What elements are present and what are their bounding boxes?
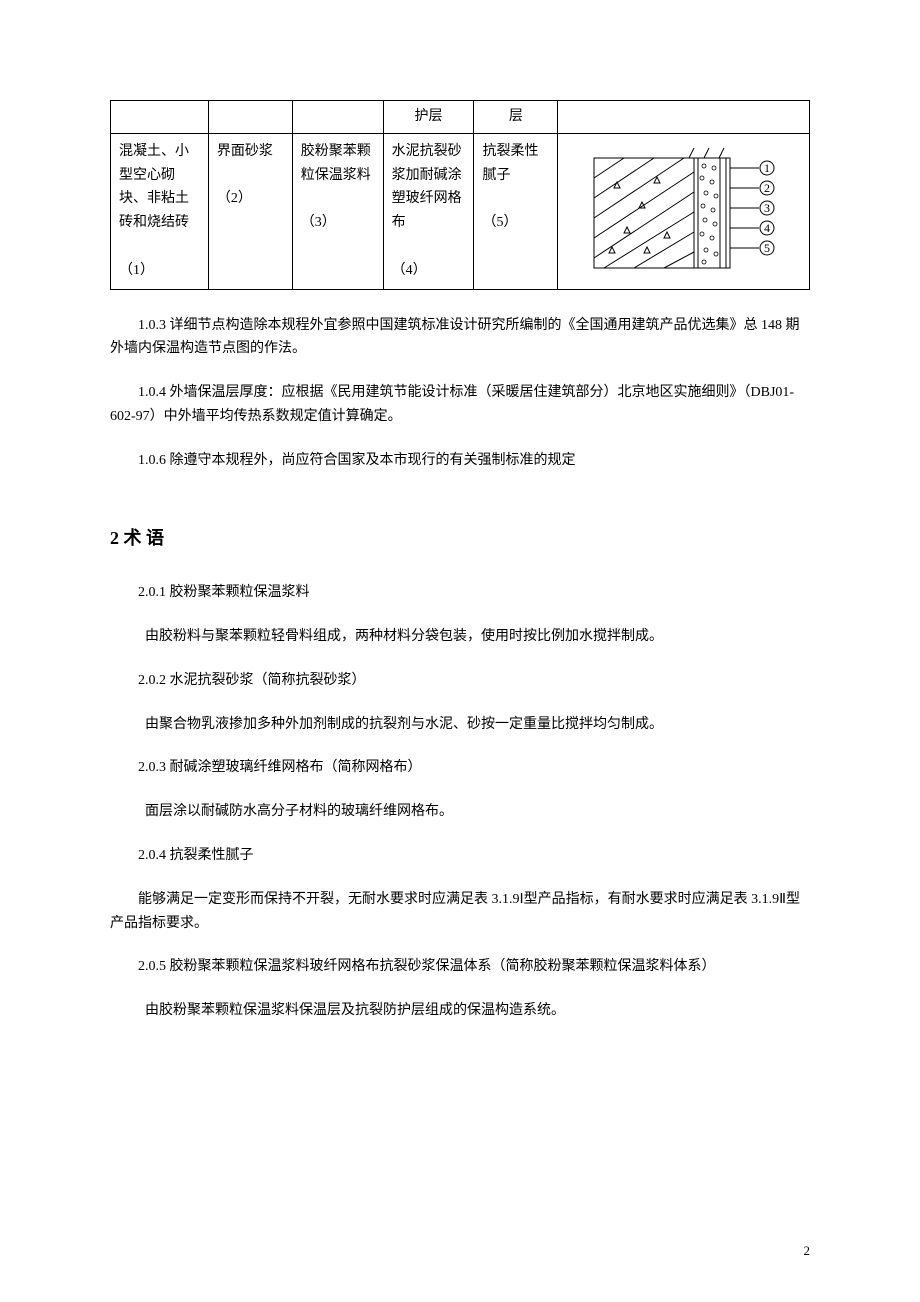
term-2-0-5-desc: 由胶粉聚苯颗粒保温浆料保温层及抗裂防护层组成的保温构造系统。 xyxy=(110,999,810,1023)
term-2-0-4-heading: 2.0.4 抗裂柔性腻子 xyxy=(110,844,810,868)
svg-text:5: 5 xyxy=(764,241,770,255)
term-2-0-3-desc: 面层涂以耐碱防水高分子材料的玻璃纤维网格布。 xyxy=(110,800,810,824)
svg-text:3: 3 xyxy=(764,201,770,215)
cell-flexible-putty: 抗裂柔性腻子 （5） xyxy=(474,133,558,289)
svg-text:4: 4 xyxy=(764,221,770,235)
paragraph-1-0-4: 1.0.4 外墙保温层厚度：应根据《民用建筑节能设计标准（采暖居住建筑部分）北京… xyxy=(110,381,810,429)
svg-text:2: 2 xyxy=(764,181,770,195)
table-header-row: 护层 层 xyxy=(111,101,810,134)
term-2-0-2-heading: 2.0.2 水泥抗裂砂浆（简称抗裂砂浆） xyxy=(110,669,810,693)
cell-base-wall: 混凝土、小型空心砌块、非粘土砖和烧结砖 （1） xyxy=(111,133,209,289)
paragraph-1-0-6: 1.0.6 除遵守本规程外，尚应符合国家及本市现行的有关强制标准的规定 xyxy=(110,449,810,473)
section-2-title: 2 术 语 xyxy=(110,523,810,554)
header-col4: 护层 xyxy=(383,101,474,134)
term-2-0-5-heading: 2.0.5 胶粉聚苯颗粒保温浆料玻纤网格布抗裂砂浆保温体系（简称胶粉聚苯颗粒保温… xyxy=(110,955,810,979)
cell-interface-mortar: 界面砂浆 （2） xyxy=(208,133,292,289)
table-data-row: 混凝土、小型空心砌块、非粘土砖和烧结砖 （1） 界面砂浆 （2） 胶粉聚苯颗粒保… xyxy=(111,133,810,289)
cell-construction-diagram: 1 2 3 4 5 xyxy=(558,133,810,289)
insulation-layer-table: 护层 层 混凝土、小型空心砌块、非粘土砖和烧结砖 （1） 界面砂浆 （2） 胶粉… xyxy=(110,100,810,290)
term-2-0-4-desc: 能够满足一定变形而保持不开裂，无耐水要求时应满足表 3.1.9Ⅰ型产品指标，有耐… xyxy=(110,888,810,936)
header-col5: 层 xyxy=(474,101,558,134)
term-2-0-1-desc: 由胶粉料与聚苯颗粒轻骨料组成，两种材料分袋包装，使用时按比例加水搅拌制成。 xyxy=(110,625,810,649)
cell-insulation-slurry: 胶粉聚苯颗粒保温浆料 （3） xyxy=(292,133,383,289)
term-2-0-1-heading: 2.0.1 胶粉聚苯颗粒保温浆料 xyxy=(110,581,810,605)
wall-layer-diagram-icon: 1 2 3 4 5 xyxy=(584,138,784,278)
term-2-0-3-heading: 2.0.3 耐碱涂塑玻璃纤维网格布（简称网格布） xyxy=(110,756,810,780)
cell-anticrack-mortar: 水泥抗裂砂浆加耐碱涂塑玻纤网格布 （4） xyxy=(383,133,474,289)
page-number: 2 xyxy=(804,1240,811,1262)
svg-text:1: 1 xyxy=(764,161,770,175)
paragraph-1-0-3: 1.0.3 详细节点构造除本规程外宜参照中国建筑标准设计研究所编制的《全国通用建… xyxy=(110,314,810,362)
term-2-0-2-desc: 由聚合物乳液掺加多种外加剂制成的抗裂剂与水泥、砂按一定重量比搅拌均匀制成。 xyxy=(110,713,810,737)
